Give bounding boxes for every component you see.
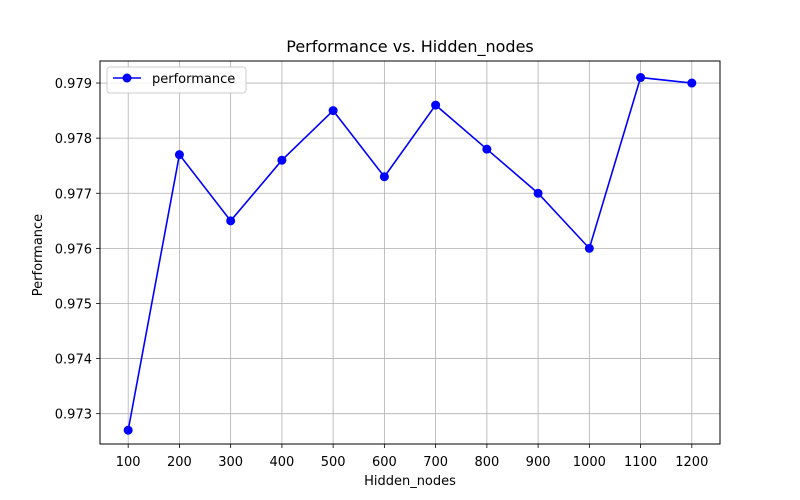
data-point: [328, 106, 338, 116]
y-tick-label: 0.978: [55, 132, 92, 147]
series-line: [127, 76, 692, 431]
x-axis-label: Hidden_nodes: [364, 474, 456, 489]
x-tick-label: 500: [321, 455, 346, 470]
axes: 100 200 300 400 500 600 700 800 900 1000 1100 1200 0…: [55, 77, 709, 470]
x-tick-label: 700: [423, 455, 448, 470]
data-point: [687, 78, 697, 88]
plot-area-frame: [99, 60, 721, 445]
x-tick-label: 900: [526, 455, 551, 470]
y-tick-label: 0.974: [55, 353, 92, 368]
data-point: [379, 172, 389, 182]
x-tick-label: 100: [116, 455, 141, 470]
data-point: [123, 425, 133, 435]
x-tick-label: 400: [269, 455, 294, 470]
data-point: [226, 216, 236, 226]
x-tick-label: 800: [474, 455, 499, 470]
chart-title: Performance vs. Hidden_nodes: [286, 37, 534, 57]
x-tick-label: 300: [218, 455, 243, 470]
series-layer: [123, 73, 697, 435]
legend-marker-swatch: [122, 73, 132, 83]
x-tick-label: 1100: [624, 455, 657, 470]
y-tick-label: 0.976: [55, 242, 92, 257]
y-tick-label: 0.977: [55, 187, 92, 202]
y-tick-label: 0.973: [55, 408, 92, 423]
y-tick-label: 0.979: [55, 77, 92, 92]
x-tick-label: 1200: [675, 455, 708, 470]
legend: performance: [106, 66, 247, 94]
data-point: [174, 150, 184, 160]
y-tick-label: 0.975: [55, 297, 92, 312]
data-point: [636, 73, 646, 83]
data-point: [533, 188, 543, 198]
legend-label: performance: [152, 72, 235, 87]
data-point: [482, 144, 492, 154]
legend-box: [106, 66, 247, 94]
x-tick-label: 200: [167, 455, 192, 470]
data-point: [277, 155, 287, 165]
y-axis-label: Performance: [31, 214, 46, 296]
data-point: [431, 100, 441, 110]
data-point: [584, 243, 594, 253]
x-tick-label: 1000: [573, 455, 606, 470]
x-tick-label: 600: [372, 455, 397, 470]
